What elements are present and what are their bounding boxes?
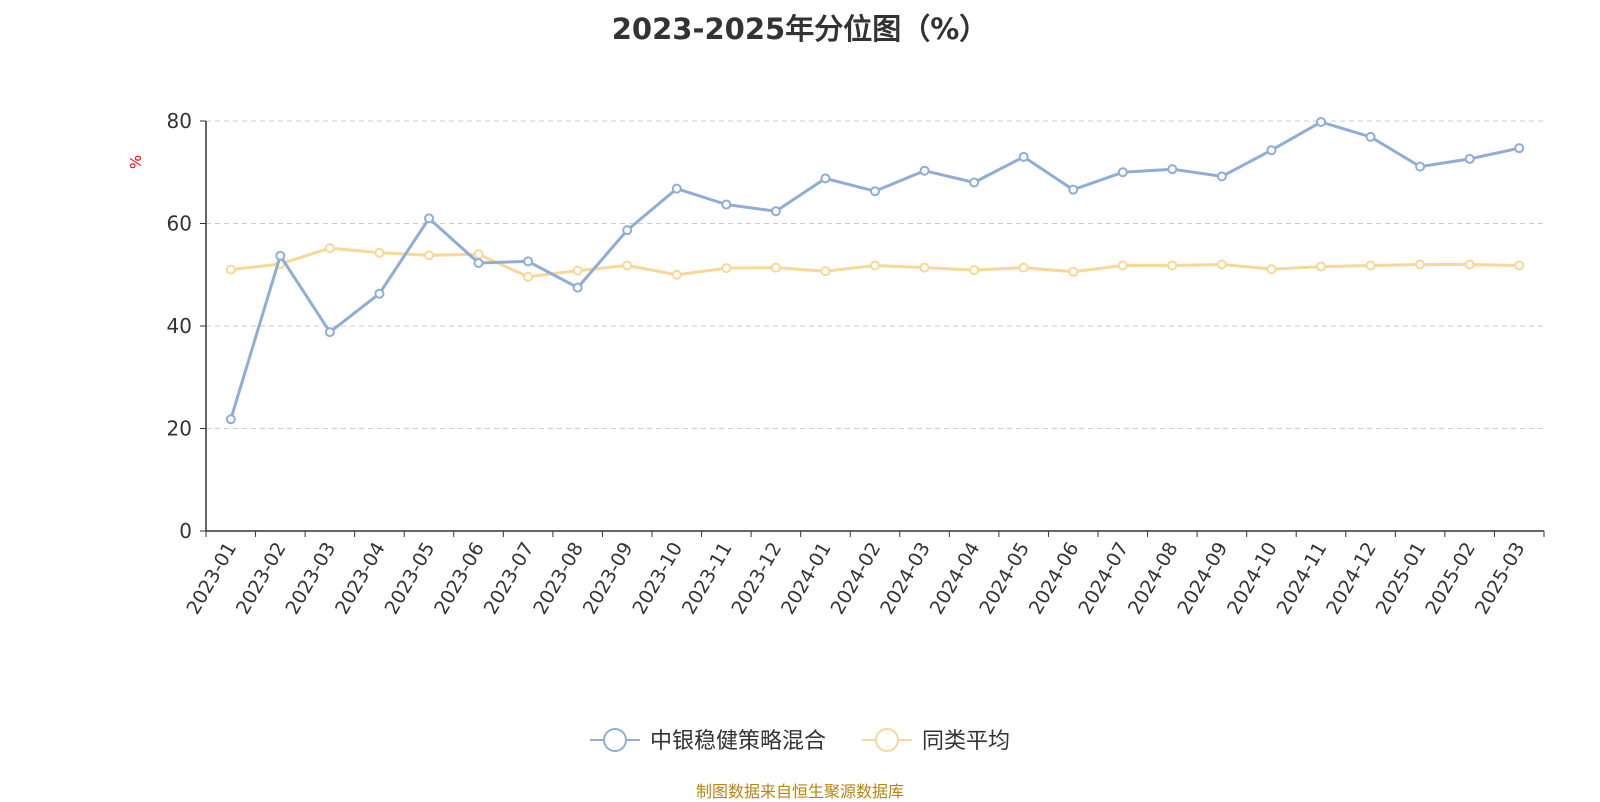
data-point: [969, 265, 980, 276]
data-point: [473, 249, 484, 260]
data-point: [374, 288, 385, 299]
chart-title: 2023-2025年分位图（%）: [611, 12, 989, 46]
data-point: [1464, 259, 1475, 270]
y-tick-label: 60: [167, 212, 192, 236]
data-point: [721, 199, 732, 210]
data-point: [225, 414, 236, 425]
legend: 中银稳健策略混合 同类平均: [590, 728, 1010, 754]
data-point: [770, 262, 781, 273]
data-point: [523, 271, 534, 282]
data-point: [1216, 259, 1227, 270]
data-point: [225, 264, 236, 275]
data-point: [1117, 167, 1128, 178]
data-point: [1514, 143, 1525, 154]
data-point: [424, 213, 434, 224]
data-point: [275, 250, 286, 261]
data-point: [721, 263, 732, 274]
legend-label: 中银稳健策略混合: [650, 729, 826, 754]
data-point: [1068, 184, 1079, 195]
data-point: [622, 260, 633, 271]
legend-marker-icon: [875, 728, 899, 752]
data-point: [671, 183, 682, 194]
data-point: [1068, 266, 1079, 277]
data-point: [870, 260, 880, 271]
data-point: [1018, 262, 1029, 273]
data-point: [1117, 260, 1128, 271]
data-point: [1365, 131, 1376, 142]
legend-label: 同类平均: [922, 729, 1010, 754]
y-tick-label: 80: [167, 109, 192, 133]
data-point: [770, 206, 781, 217]
data-point: [1266, 145, 1277, 156]
data-point: [1415, 259, 1426, 270]
data-point: [572, 265, 583, 276]
data-point: [324, 327, 335, 338]
series-layer: [225, 117, 1525, 425]
data-point: [622, 225, 633, 236]
data-point: [1464, 153, 1475, 164]
legend-marker-icon: [603, 728, 627, 752]
data-point: [820, 266, 831, 277]
y-tick-label: 40: [167, 314, 192, 338]
data-point: [1316, 261, 1326, 272]
data-point: [1018, 151, 1029, 162]
y-tick-label: 0: [179, 519, 192, 543]
data-point: [1316, 117, 1326, 128]
gridlines: [206, 120, 1544, 429]
data-point: [820, 173, 831, 184]
data-point: [1167, 164, 1178, 175]
data-point: [1514, 260, 1525, 271]
data-point: [572, 282, 583, 293]
data-point: [919, 262, 930, 273]
x-tick-label: 2025-03: [1471, 539, 1530, 619]
data-point: [1167, 260, 1178, 271]
data-point: [1415, 161, 1426, 172]
y-tick-label: 20: [167, 417, 192, 441]
data-point: [870, 186, 880, 197]
data-point: [671, 269, 682, 280]
series-line: [229, 120, 1520, 420]
data-source-note: 制图数据来自恒生聚源数据库: [695, 782, 904, 801]
data-point: [1266, 264, 1277, 275]
data-point: [324, 243, 335, 254]
x-axis: 2023-012023-022023-032023-042023-052023-…: [182, 530, 1545, 619]
data-point: [523, 256, 534, 267]
data-point: [1216, 171, 1227, 182]
data-point: [424, 250, 434, 261]
data-point: [969, 177, 980, 188]
data-point: [919, 165, 930, 176]
data-point: [1365, 260, 1376, 271]
y-axis: 0 20 40 60 80: [167, 109, 207, 543]
y-axis-label: %: [127, 155, 145, 169]
data-point: [473, 257, 484, 268]
data-point: [374, 247, 385, 258]
